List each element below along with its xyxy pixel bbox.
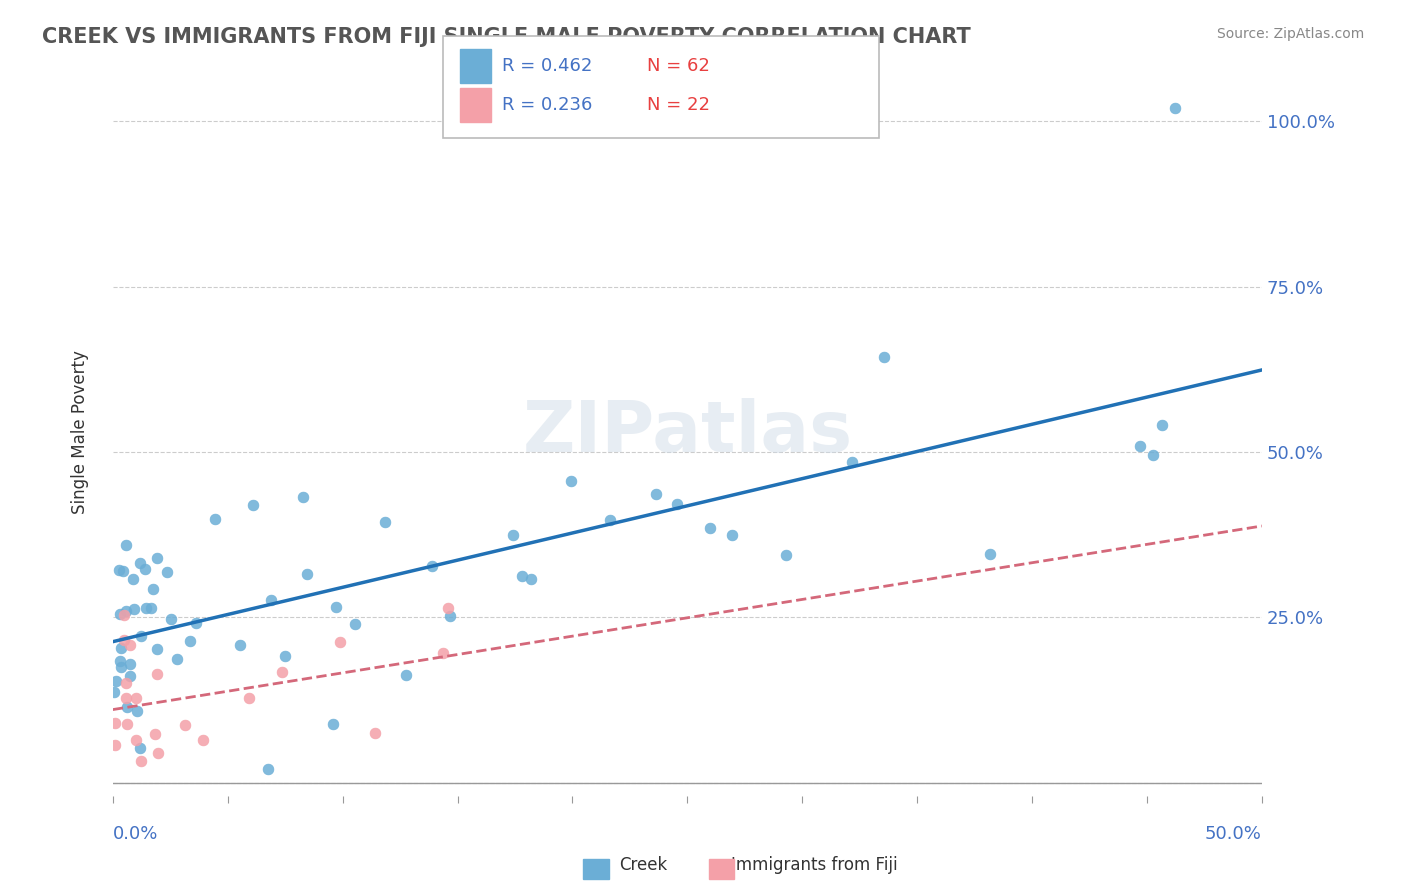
Point bbox=[111, 564, 134, 578]
Point bbox=[115, 538, 138, 552]
Point bbox=[873, 350, 896, 364]
Point bbox=[502, 528, 524, 542]
Point bbox=[329, 634, 352, 648]
Point bbox=[112, 633, 135, 648]
Point bbox=[439, 608, 461, 623]
Text: Immigrants from Fiji: Immigrants from Fiji bbox=[731, 855, 898, 873]
Y-axis label: Single Male Poverty: Single Male Poverty bbox=[72, 351, 89, 514]
Point bbox=[979, 547, 1001, 561]
Point bbox=[103, 716, 125, 731]
Point bbox=[1129, 439, 1152, 453]
Text: Source: ZipAtlas.com: Source: ZipAtlas.com bbox=[1216, 27, 1364, 41]
Point bbox=[1142, 449, 1164, 463]
Point bbox=[292, 490, 315, 504]
Point bbox=[122, 602, 145, 616]
Point bbox=[204, 512, 226, 526]
Point bbox=[146, 641, 169, 656]
Point bbox=[108, 654, 131, 668]
Point bbox=[139, 600, 162, 615]
Point bbox=[256, 763, 278, 777]
Point bbox=[103, 685, 125, 699]
Point bbox=[179, 634, 201, 648]
Point bbox=[510, 569, 533, 583]
Point bbox=[108, 562, 131, 576]
Text: 50.0%: 50.0% bbox=[1205, 825, 1263, 843]
Point bbox=[110, 640, 132, 655]
Point bbox=[156, 565, 179, 579]
Point bbox=[1163, 101, 1185, 115]
Point bbox=[159, 612, 181, 626]
Point bbox=[699, 520, 721, 534]
Point bbox=[297, 567, 319, 582]
Point bbox=[271, 665, 294, 680]
Point bbox=[364, 726, 387, 740]
Point bbox=[238, 691, 260, 706]
Point bbox=[125, 690, 148, 705]
Point bbox=[645, 487, 668, 501]
Point bbox=[125, 705, 148, 719]
Point bbox=[129, 741, 152, 756]
Point bbox=[560, 474, 582, 488]
Point bbox=[115, 690, 138, 705]
Text: Creek: Creek bbox=[619, 855, 666, 873]
Point bbox=[104, 738, 127, 752]
Point bbox=[115, 603, 138, 617]
Point bbox=[121, 573, 143, 587]
Point bbox=[118, 639, 141, 653]
Point bbox=[129, 629, 152, 643]
Point bbox=[420, 559, 443, 574]
Text: 0.0%: 0.0% bbox=[112, 825, 159, 843]
Point bbox=[193, 733, 215, 747]
Point bbox=[273, 648, 295, 663]
Point bbox=[325, 599, 347, 614]
Point bbox=[114, 676, 136, 690]
Point bbox=[143, 727, 166, 741]
Point bbox=[146, 667, 169, 681]
Text: N = 22: N = 22 bbox=[647, 96, 710, 114]
Point bbox=[146, 746, 169, 760]
Point bbox=[374, 515, 396, 529]
Point bbox=[322, 717, 344, 731]
Text: ZIPatlas: ZIPatlas bbox=[522, 398, 852, 467]
Point bbox=[135, 600, 157, 615]
Point bbox=[145, 551, 167, 566]
Point bbox=[112, 607, 135, 622]
Point bbox=[120, 657, 142, 672]
Point bbox=[1152, 418, 1174, 433]
Point bbox=[395, 668, 418, 682]
Point bbox=[125, 732, 148, 747]
Point bbox=[129, 557, 152, 571]
Point bbox=[134, 562, 156, 576]
Point bbox=[775, 548, 797, 562]
Text: R = 0.462: R = 0.462 bbox=[502, 57, 592, 75]
Point bbox=[110, 660, 132, 674]
Point bbox=[436, 601, 458, 615]
Point bbox=[841, 454, 863, 468]
Point bbox=[115, 717, 138, 731]
Point bbox=[432, 646, 454, 660]
Point bbox=[174, 718, 197, 732]
Point bbox=[721, 528, 744, 542]
Point bbox=[166, 651, 188, 665]
Point bbox=[229, 638, 252, 652]
Point bbox=[343, 616, 366, 631]
Text: CREEK VS IMMIGRANTS FROM FIJI SINGLE MALE POVERTY CORRELATION CHART: CREEK VS IMMIGRANTS FROM FIJI SINGLE MAL… bbox=[42, 27, 972, 46]
Point bbox=[129, 754, 152, 768]
Point bbox=[184, 615, 207, 630]
Point bbox=[108, 607, 131, 622]
Point bbox=[599, 513, 621, 527]
Point bbox=[142, 582, 165, 596]
Point bbox=[104, 674, 127, 689]
Point bbox=[665, 497, 688, 511]
Text: R = 0.236: R = 0.236 bbox=[502, 96, 592, 114]
Point bbox=[520, 572, 543, 586]
Point bbox=[118, 669, 141, 683]
Point bbox=[242, 499, 264, 513]
Point bbox=[115, 700, 138, 714]
Text: N = 62: N = 62 bbox=[647, 57, 710, 75]
Point bbox=[259, 592, 281, 607]
